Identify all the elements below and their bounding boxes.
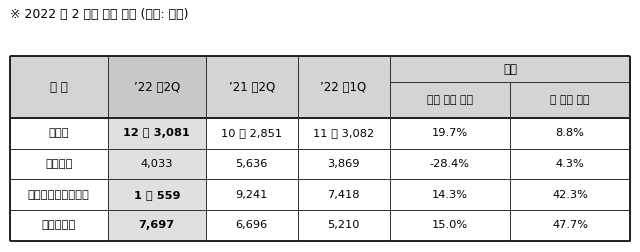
Bar (298, 210, 390, 241)
Text: 5,636: 5,636 (236, 159, 268, 169)
Text: ’21 녂2Q: ’21 녂2Q (228, 81, 275, 93)
Bar (10, 179, 108, 210)
Bar (510, 179, 630, 210)
Bar (390, 210, 510, 241)
Bar (108, 56, 206, 118)
Text: 구 분: 구 분 (50, 81, 68, 93)
Text: 8.8%: 8.8% (556, 128, 584, 138)
Bar (390, 179, 510, 210)
Text: ※ 2022 년 2 분기 실적 현황 (단위: 억원): ※ 2022 년 2 분기 실적 현황 (단위: 억원) (10, 8, 188, 21)
Text: 12 조 3,081: 12 조 3,081 (124, 128, 190, 138)
Text: 47.7%: 47.7% (552, 220, 588, 230)
Bar (390, 56, 630, 82)
Text: 15.0%: 15.0% (431, 220, 468, 230)
Text: ’22 녂1Q: ’22 녂1Q (321, 81, 367, 93)
Bar (10, 210, 108, 241)
Bar (298, 149, 390, 179)
Text: 매출액: 매출액 (49, 128, 69, 138)
Text: 9,241: 9,241 (236, 190, 268, 200)
Text: 14.3%: 14.3% (432, 190, 468, 200)
Text: 7,418: 7,418 (327, 190, 360, 200)
Text: 전 분기 대비: 전 분기 대비 (550, 95, 590, 105)
Bar (206, 179, 298, 210)
Text: 영업이익: 영업이익 (45, 159, 72, 169)
Text: 3,869: 3,869 (327, 159, 360, 169)
Bar (108, 210, 206, 241)
Bar (206, 56, 298, 118)
Text: 4,033: 4,033 (141, 159, 173, 169)
Bar (108, 149, 206, 179)
Bar (108, 118, 206, 149)
Text: -28.4%: -28.4% (429, 159, 470, 169)
Text: 전년 동기 대비: 전년 동기 대비 (427, 95, 473, 105)
Text: 5,210: 5,210 (327, 220, 360, 230)
Bar (390, 149, 510, 179)
Text: 당기순이익: 당기순이익 (42, 220, 76, 230)
Bar (298, 118, 390, 149)
Bar (206, 118, 298, 149)
Text: 4.3%: 4.3% (556, 159, 584, 169)
Bar (10, 118, 108, 149)
Text: 10 조 2,851: 10 조 2,851 (221, 128, 282, 138)
Bar (510, 118, 630, 149)
Text: 증감: 증감 (503, 63, 517, 76)
Bar (510, 210, 630, 241)
Bar (10, 149, 108, 179)
Text: 19.7%: 19.7% (431, 128, 468, 138)
Bar (390, 118, 510, 149)
Bar (206, 210, 298, 241)
Text: 6,696: 6,696 (236, 220, 268, 230)
Text: 11 조 3,082: 11 조 3,082 (313, 128, 374, 138)
Bar (298, 179, 390, 210)
Text: 1 조 559: 1 조 559 (134, 190, 180, 200)
Bar (510, 82, 630, 118)
Bar (206, 149, 298, 179)
Bar (390, 82, 510, 118)
Bar (10, 56, 108, 118)
Text: ’22 녂2Q: ’22 녂2Q (134, 81, 180, 93)
Bar (298, 56, 390, 118)
Bar (510, 149, 630, 179)
Text: 42.3%: 42.3% (552, 190, 588, 200)
Text: 법인세차감전순이익: 법인세차감전순이익 (28, 190, 90, 200)
Text: 7,697: 7,697 (139, 220, 175, 230)
Bar (108, 179, 206, 210)
